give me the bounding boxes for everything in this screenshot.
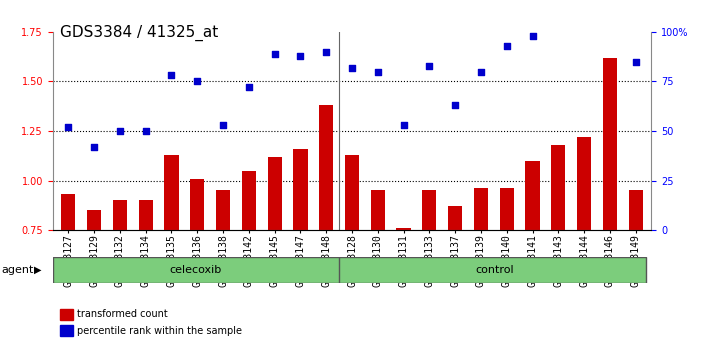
Bar — [629, 190, 643, 354]
Bar — [474, 188, 488, 354]
Point — [372, 69, 384, 74]
Bar — [500, 188, 514, 354]
Point — [114, 128, 125, 134]
Bar — [241, 171, 256, 354]
Point — [320, 49, 332, 55]
Bar — [371, 190, 385, 354]
Text: GDS3384 / 41325_at: GDS3384 / 41325_at — [60, 25, 218, 41]
Bar — [396, 228, 410, 354]
Point — [89, 144, 100, 150]
Point — [398, 122, 409, 128]
Point — [295, 53, 306, 58]
Point — [553, 19, 564, 25]
Point — [604, 3, 615, 9]
Bar — [422, 190, 436, 354]
Point — [424, 63, 435, 68]
Bar — [113, 200, 127, 354]
Point — [191, 79, 203, 84]
Point — [630, 59, 641, 64]
Bar — [577, 137, 591, 354]
Point — [269, 51, 280, 57]
Text: celecoxib: celecoxib — [170, 265, 222, 275]
Text: transformed count: transformed count — [77, 309, 168, 319]
Point — [218, 122, 229, 128]
Point — [243, 85, 254, 90]
Point — [166, 73, 177, 78]
Bar — [294, 149, 308, 354]
Bar — [268, 157, 282, 354]
Point — [475, 69, 486, 74]
Text: agent: agent — [1, 265, 34, 275]
Bar — [61, 194, 75, 354]
Bar — [525, 161, 540, 354]
Point — [63, 124, 74, 130]
Bar — [603, 58, 617, 354]
Text: ▶: ▶ — [34, 265, 42, 275]
Bar — [551, 145, 565, 354]
Bar — [87, 210, 101, 354]
Point — [579, 13, 590, 19]
Text: percentile rank within the sample: percentile rank within the sample — [77, 326, 242, 336]
Point — [450, 102, 461, 108]
Point — [346, 65, 358, 70]
Bar — [448, 206, 463, 354]
Bar — [345, 155, 359, 354]
Bar — [216, 190, 230, 354]
Text: control: control — [476, 265, 515, 275]
Point — [501, 43, 513, 48]
Bar — [139, 200, 153, 354]
Bar — [164, 155, 179, 354]
Bar — [319, 105, 333, 354]
Bar — [190, 178, 204, 354]
Point — [140, 128, 151, 134]
Point — [527, 33, 538, 39]
